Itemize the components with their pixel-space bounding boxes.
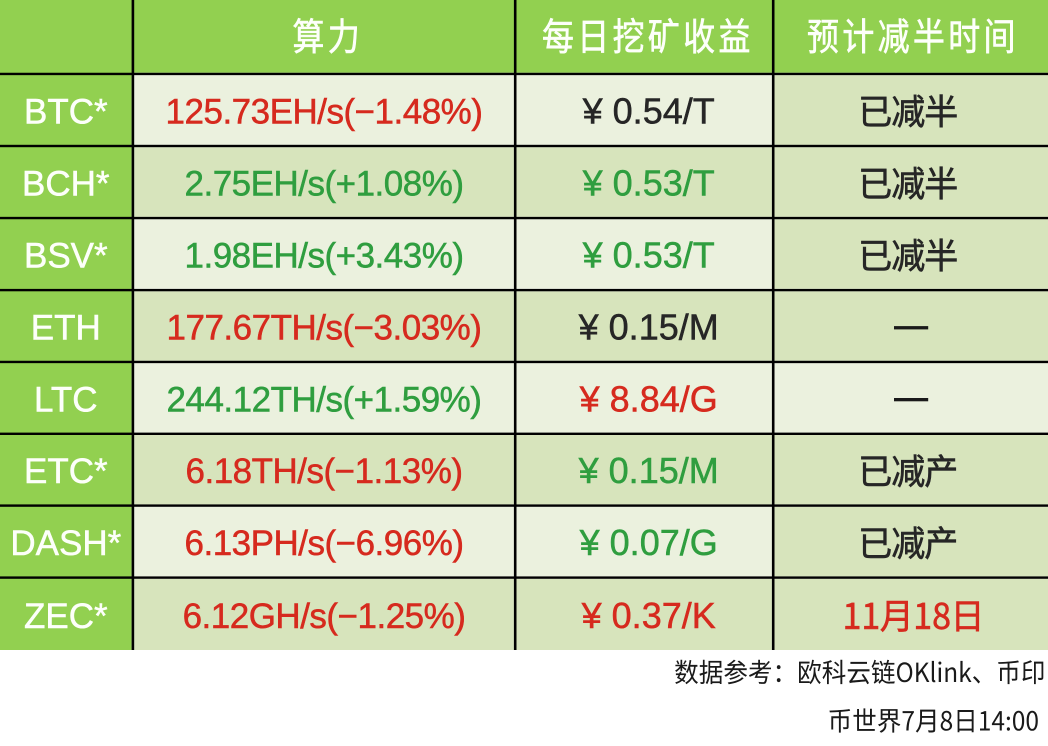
svg-text:¥ 8.84/G: ¥ 8.84/G [579,378,718,419]
svg-text:BSV*: BSV* [24,237,108,276]
svg-text:125.73EH/s(−1.48%): 125.73EH/s(−1.48%) [166,93,483,132]
svg-text:DASH*: DASH* [10,524,121,563]
svg-text:¥ 0.53/T: ¥ 0.53/T [582,235,715,276]
svg-text:LTC: LTC [34,380,98,419]
svg-text:ETH: ETH [31,309,101,348]
svg-text:6.13PH/s(−6.96%): 6.13PH/s(−6.96%) [185,524,464,563]
svg-text:¥ 0.37/K: ¥ 0.37/K [581,595,716,636]
svg-text:BCH*: BCH* [22,165,110,204]
svg-text:6.12GH/s(−1.25%): 6.12GH/s(−1.25%) [183,597,466,636]
svg-text:2.75EH/s(+1.08%): 2.75EH/s(+1.08%) [185,165,464,204]
svg-text:244.12TH/s(+1.59%): 244.12TH/s(+1.59%) [167,380,482,419]
svg-text:1.98EH/s(+3.43%): 1.98EH/s(+3.43%) [185,237,464,276]
svg-text:BTC*: BTC* [24,93,108,132]
svg-text:ZEC*: ZEC* [24,597,108,636]
svg-text:6.18TH/s(−1.13%): 6.18TH/s(−1.13%) [186,452,463,491]
svg-text:¥ 0.54/T: ¥ 0.54/T [582,91,715,132]
svg-text:177.67TH/s(−3.03%): 177.67TH/s(−3.03%) [167,309,482,348]
svg-text:¥ 0.53/T: ¥ 0.53/T [582,163,715,204]
svg-text:¥ 0.15/M: ¥ 0.15/M [578,307,719,348]
svg-text:¥ 0.07/G: ¥ 0.07/G [579,522,718,563]
svg-text:¥ 0.15/M: ¥ 0.15/M [578,450,719,491]
svg-text:ETC*: ETC* [24,452,108,491]
